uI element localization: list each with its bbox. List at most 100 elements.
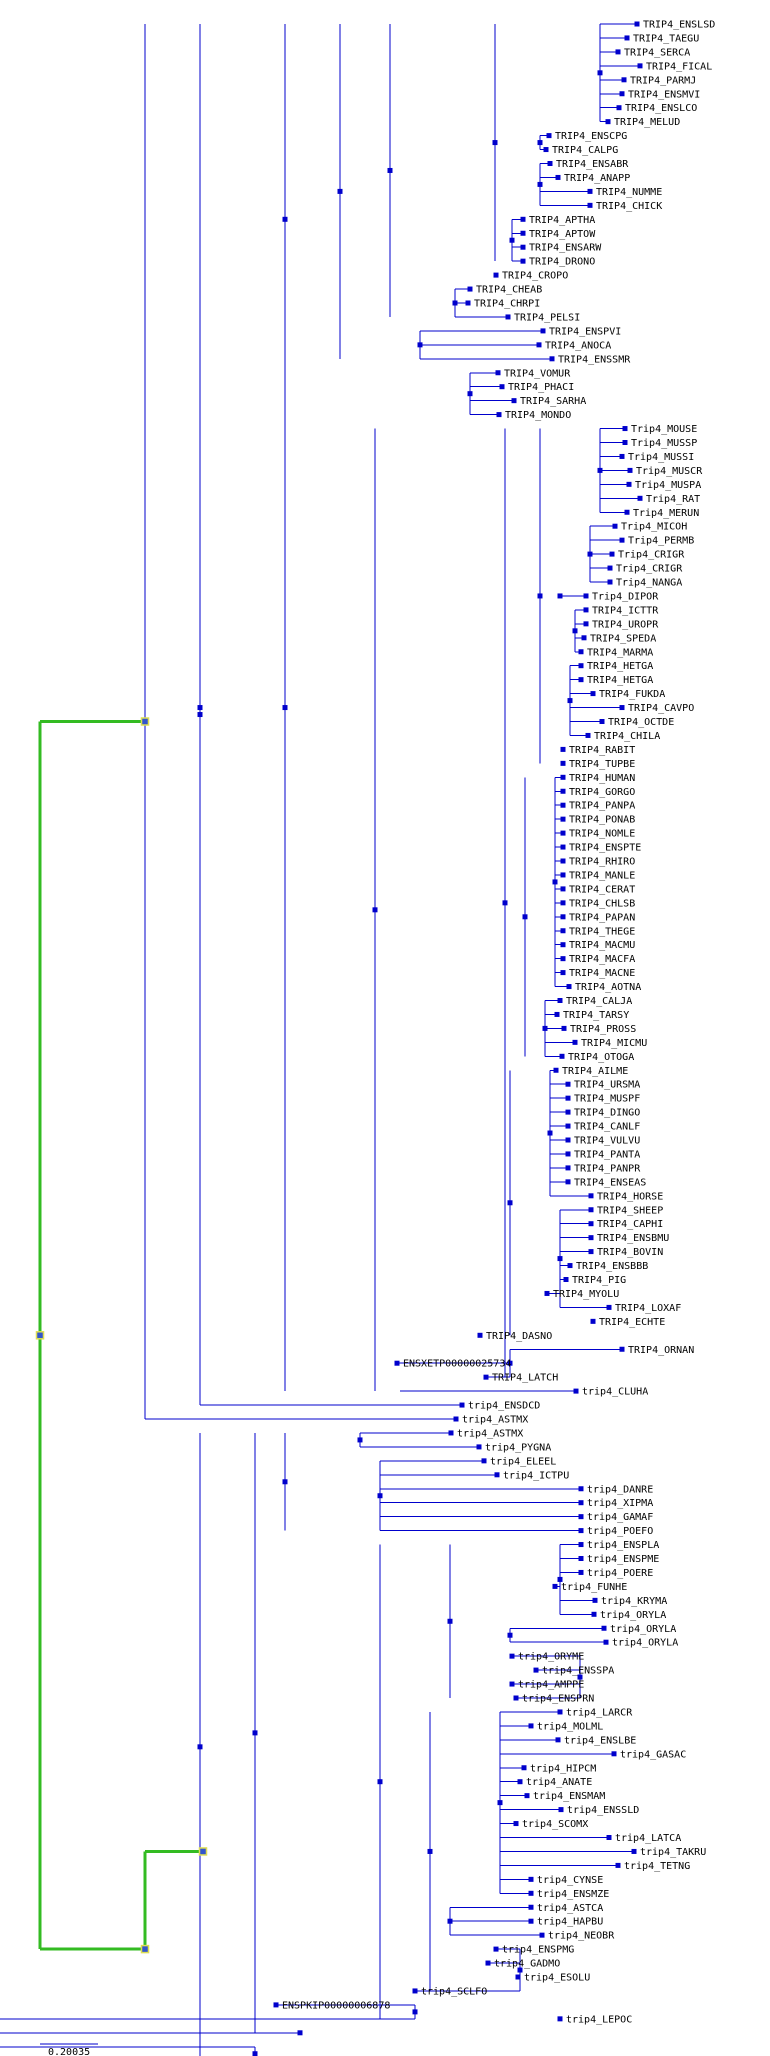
leaf-label[interactable]: TRIP4_PHACI <box>508 382 574 393</box>
tree-node[interactable] <box>499 384 505 390</box>
tree-node[interactable] <box>560 942 566 948</box>
leaf-label[interactable]: TRIP4_UROPR <box>592 619 659 630</box>
leaf-label[interactable]: trip4_ENSMZE <box>537 1889 609 1900</box>
leaf-label[interactable]: trip4_ENSDCD <box>468 1401 540 1412</box>
leaf-label[interactable]: TRIP4_PANTA <box>574 1149 640 1160</box>
leaf-label[interactable]: TRIP4_MYOLU <box>553 1289 619 1300</box>
leaf-label[interactable]: TRIP4_CHLSB <box>569 898 635 909</box>
leaf-label[interactable]: TRIP4_ENSARW <box>529 243 602 254</box>
leaf-label[interactable]: trip4_ESOLU <box>524 1973 590 1984</box>
tree-node[interactable] <box>509 1681 515 1687</box>
leaf-label[interactable]: trip4_ASTMX <box>457 1428 523 1439</box>
tree-node[interactable] <box>560 858 566 864</box>
leaf-label[interactable]: trip4_ENSPME <box>587 1554 659 1565</box>
leaf-label[interactable]: Trip4_MERUN <box>633 508 699 519</box>
leaf-label[interactable]: TRIP4_URSMA <box>574 1080 640 1091</box>
leaf-label[interactable]: trip4_CLUHA <box>582 1387 648 1398</box>
tree-node[interactable] <box>557 2016 563 2022</box>
leaf-label[interactable]: trip4_ENSPMG <box>502 1945 574 1956</box>
leaf-label[interactable]: TRIP4_SARHA <box>520 396 586 407</box>
leaf-label[interactable]: TRIP4_MACNE <box>569 968 635 979</box>
leaf-label[interactable]: trip4_NEOBR <box>548 1931 615 1942</box>
leaf-label[interactable]: TRIP4_DRONO <box>529 257 595 268</box>
leaf-label[interactable]: Trip4_CRIGR <box>616 564 683 575</box>
tree-node[interactable] <box>567 1263 573 1269</box>
tree-node[interactable] <box>560 956 566 962</box>
tree-node[interactable] <box>447 1918 453 1924</box>
leaf-label[interactable]: TRIP4_TUPBE <box>569 759 635 770</box>
tree-node[interactable] <box>505 314 511 320</box>
tree-node[interactable] <box>252 2051 258 2056</box>
tree-node[interactable] <box>507 1632 513 1638</box>
leaf-label[interactable]: trip4_HIPCM <box>530 1763 596 1774</box>
leaf-label[interactable]: TRIP4_CHILA <box>594 731 660 742</box>
tree-node[interactable] <box>587 202 593 208</box>
leaf-label[interactable]: TRIP4_THEGE <box>569 926 635 937</box>
tree-node[interactable] <box>611 1751 617 1757</box>
leaf-label[interactable]: TRIP4_HUMAN <box>569 773 635 784</box>
tree-node[interactable] <box>565 1109 571 1115</box>
tree-node[interactable] <box>537 181 543 187</box>
tree-node[interactable] <box>547 1130 553 1136</box>
leaf-label[interactable]: TRIP4_CERAT <box>569 884 635 895</box>
tree-node[interactable] <box>252 1730 258 1736</box>
tree-node[interactable] <box>585 732 591 738</box>
leaf-label[interactable]: TRIP4_APTOW <box>529 229 596 240</box>
leaf-label[interactable]: TRIP4_MUSPF <box>574 1094 640 1105</box>
tree-node[interactable] <box>513 1695 519 1701</box>
tree-node[interactable] <box>560 760 566 766</box>
tree-node[interactable] <box>583 621 589 627</box>
leaf-label[interactable]: TRIP4_SPEDA <box>590 633 656 644</box>
tree-node[interactable] <box>547 161 553 166</box>
tree-node[interactable] <box>565 1081 571 1087</box>
tree-node[interactable] <box>140 717 150 726</box>
leaf-label[interactable]: Trip4_MOUSE <box>631 424 697 435</box>
tree-node[interactable] <box>485 1960 491 1966</box>
tree-node[interactable] <box>552 879 558 885</box>
tree-node[interactable] <box>555 1737 561 1743</box>
leaf-label[interactable]: trip4_POERE <box>587 1568 653 1579</box>
tree-node[interactable] <box>557 1709 563 1715</box>
tree-node[interactable] <box>559 1053 565 1059</box>
tree-node[interactable] <box>197 712 203 718</box>
tree-node[interactable] <box>417 342 423 348</box>
tree-node[interactable] <box>616 105 622 111</box>
tree-node[interactable] <box>619 91 625 97</box>
leaf-label[interactable]: trip4_ELEEL <box>490 1456 556 1467</box>
leaf-label[interactable]: trip4_GAMAF <box>587 1512 653 1523</box>
tree-node[interactable] <box>544 1290 550 1296</box>
leaf-label[interactable]: Trip4_NANGA <box>616 578 682 589</box>
tree-node[interactable] <box>447 1618 453 1624</box>
tree-node[interactable] <box>493 272 499 278</box>
leaf-label[interactable]: trip4_AMPPE <box>518 1680 584 1691</box>
leaf-label[interactable]: TRIP4_CROPO <box>502 271 568 282</box>
leaf-label[interactable]: TRIP4_SERCA <box>624 47 690 58</box>
leaf-label[interactable]: TRIP4_ICTTR <box>592 605 659 616</box>
tree-node[interactable] <box>621 77 627 83</box>
leaf-label[interactable]: TRIP4_CAPHI <box>597 1219 663 1230</box>
tree-node[interactable] <box>528 1876 534 1882</box>
tree-node[interactable] <box>561 1025 567 1031</box>
tree-node[interactable] <box>597 467 603 473</box>
tree-node[interactable] <box>273 2002 279 2008</box>
tree-node[interactable] <box>560 788 566 794</box>
leaf-label[interactable]: trip4_ORYLA <box>610 1624 676 1635</box>
tree-node[interactable] <box>587 551 593 557</box>
tree-node[interactable] <box>507 1360 513 1366</box>
tree-node[interactable] <box>578 1556 584 1561</box>
leaf-label[interactable]: TRIP4_PROSS <box>570 1024 636 1035</box>
tree-node[interactable] <box>607 565 613 571</box>
leaf-label[interactable]: TRIP4_CHEAB <box>476 285 542 296</box>
leaf-label[interactable]: Trip4_CRIGR <box>618 550 685 561</box>
leaf-label[interactable]: TRIP4_HETGA <box>587 675 653 686</box>
leaf-label[interactable]: TRIP4_RABIT <box>569 745 635 756</box>
leaf-label[interactable]: trip4_SCLFO <box>421 1986 487 1997</box>
tree-node[interactable] <box>394 1360 400 1366</box>
tree-node[interactable] <box>578 1486 584 1492</box>
tree-node[interactable] <box>588 1249 594 1255</box>
tree-node[interactable] <box>507 1200 513 1206</box>
tree-node[interactable] <box>520 258 526 264</box>
tree-node[interactable] <box>497 1800 503 1806</box>
leaf-label[interactable]: TRIP4_NOMLE <box>569 829 635 840</box>
tree-node[interactable] <box>467 391 473 397</box>
